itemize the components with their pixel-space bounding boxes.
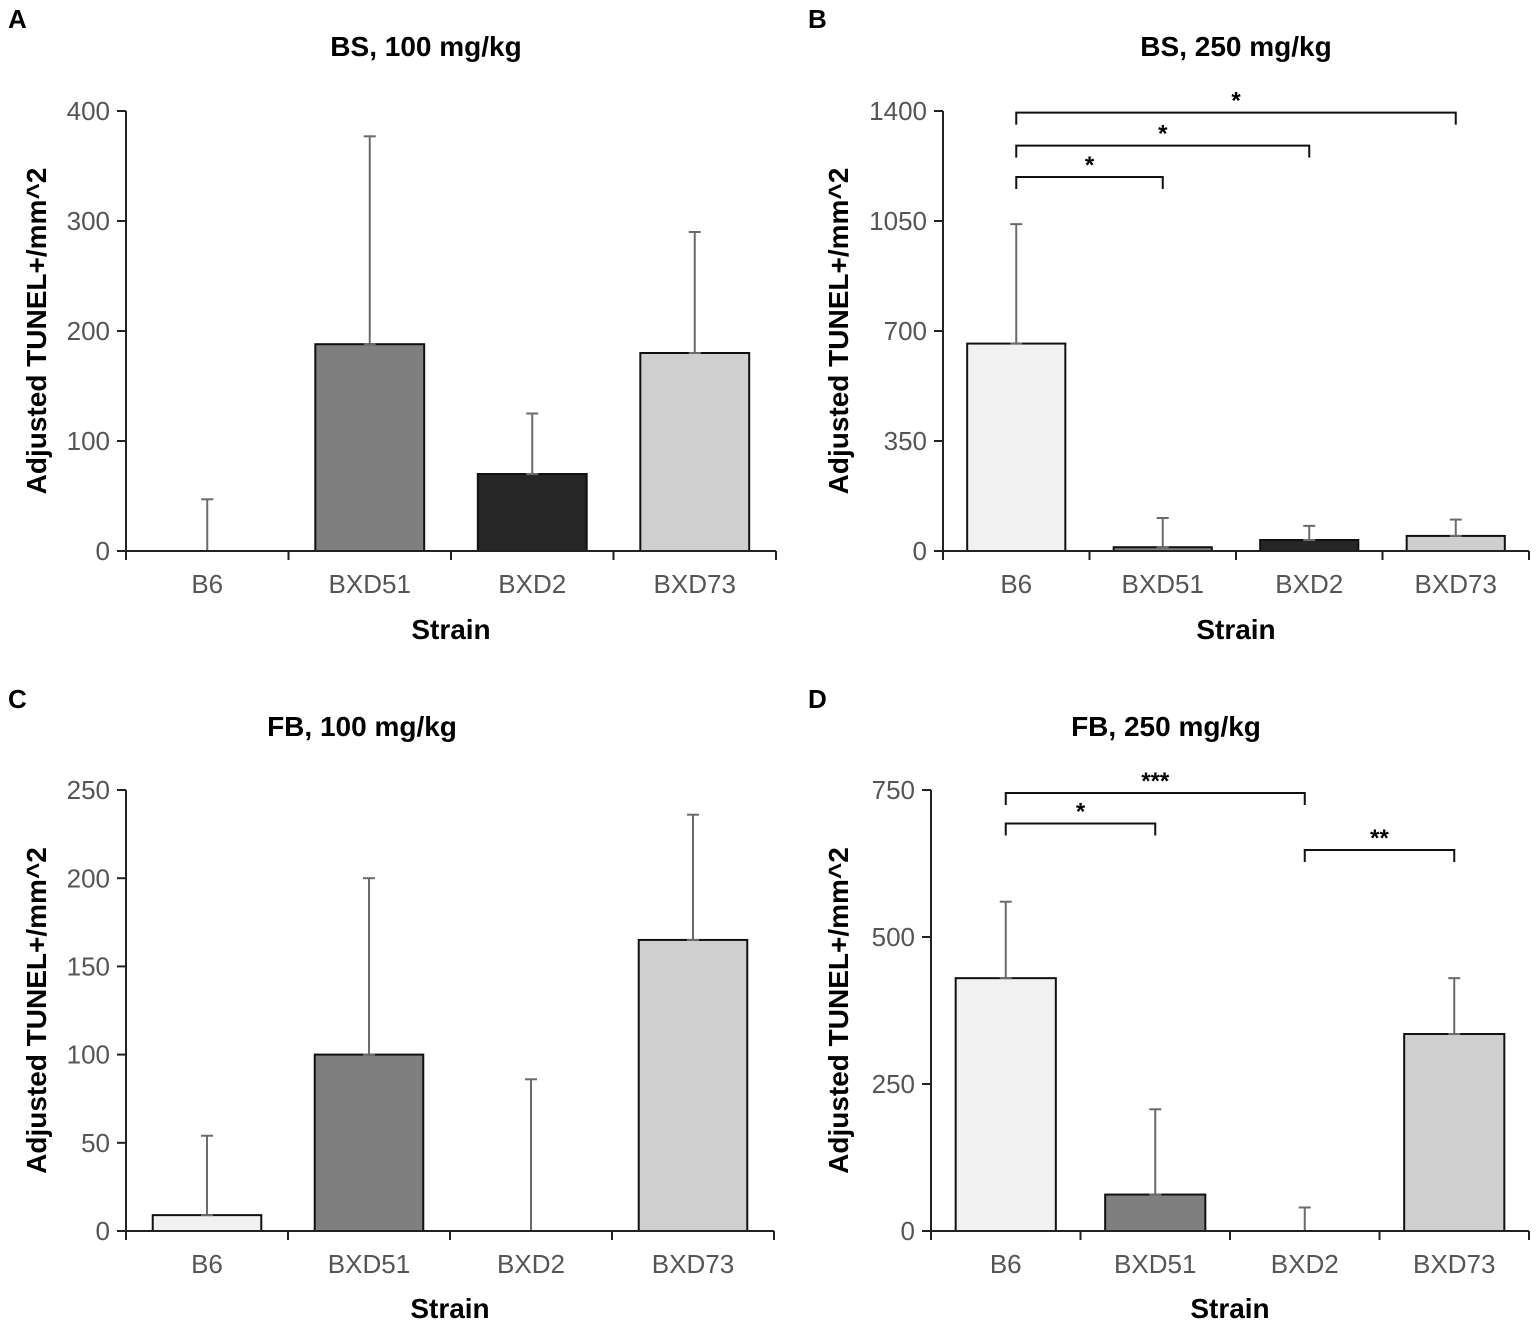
significance-label: * bbox=[1076, 799, 1086, 826]
significance-label: * bbox=[1085, 152, 1095, 179]
bar-bxd73 bbox=[1403, 1033, 1506, 1233]
x-tick-label: BXD51 bbox=[328, 1249, 410, 1279]
x-axis-label: Strain bbox=[1190, 1293, 1269, 1324]
y-tick-label: 250 bbox=[67, 775, 110, 805]
y-tick-label: 1050 bbox=[869, 206, 927, 236]
bar-b6 bbox=[151, 1214, 263, 1233]
x-axis-label: Strain bbox=[411, 614, 490, 645]
significance-bracket bbox=[1303, 848, 1456, 862]
panel-d: D FB, 250 mg/kg Adjusted TUNEL+/mm^2 Strain… bbox=[808, 684, 1530, 1324]
x-tick-label: BXD2 bbox=[1275, 569, 1343, 599]
significance-label: * bbox=[1231, 88, 1241, 115]
x-tick-label: BXD73 bbox=[652, 1249, 734, 1279]
x-tick-label: BXD51 bbox=[1122, 569, 1204, 599]
significance-bracket bbox=[1004, 822, 1157, 836]
y-tick-label: 1400 bbox=[869, 96, 927, 126]
x-tick-label: BXD51 bbox=[329, 569, 411, 599]
panel-letter: B bbox=[808, 4, 827, 34]
bar-bxd51 bbox=[314, 343, 426, 553]
chart-title: FB, 250 mg/kg bbox=[1071, 711, 1261, 742]
y-axis-label: Adjusted TUNEL+/mm^2 bbox=[21, 168, 52, 495]
panel-letter: C bbox=[8, 684, 27, 714]
x-tick-label: BXD73 bbox=[1415, 569, 1497, 599]
x-tick-label: BXD73 bbox=[654, 569, 736, 599]
y-tick-label: 150 bbox=[67, 952, 110, 982]
panel-letter: A bbox=[8, 4, 27, 34]
panel-a: A BS, 100 mg/kg Adjusted TUNEL+/mm^2 Strain… bbox=[8, 4, 777, 645]
y-tick-label: 400 bbox=[67, 96, 110, 126]
y-tick-label: 0 bbox=[96, 1216, 110, 1246]
significance-bracket bbox=[1015, 144, 1311, 158]
y-axis-label: Adjusted TUNEL+/mm^2 bbox=[823, 847, 854, 1174]
y-tick-label: 750 bbox=[872, 775, 915, 805]
panel-b: B BS, 250 mg/kg Adjusted TUNEL+/mm^2 Strain… bbox=[808, 4, 1530, 645]
y-tick-label: 0 bbox=[913, 536, 927, 566]
chart-title: BS, 100 mg/kg bbox=[330, 31, 521, 62]
bar-bxd73 bbox=[1405, 534, 1506, 553]
y-tick-label: 100 bbox=[67, 1040, 110, 1070]
significance-bracket bbox=[1015, 176, 1164, 189]
bar-bxd51 bbox=[313, 1053, 425, 1232]
bar-b6 bbox=[954, 977, 1057, 1232]
y-tick-label: 350 bbox=[884, 426, 927, 456]
significance-bracket bbox=[1015, 111, 1457, 125]
y-tick-label: 200 bbox=[67, 316, 110, 346]
y-axis-label: Adjusted TUNEL+/mm^2 bbox=[823, 168, 854, 495]
significance-label: *** bbox=[1141, 768, 1170, 795]
x-tick-label: BXD2 bbox=[497, 1249, 565, 1279]
x-tick-label: BXD73 bbox=[1413, 1249, 1495, 1279]
significance-label: ** bbox=[1370, 825, 1389, 852]
x-axis-label: Strain bbox=[1196, 614, 1275, 645]
x-tick-label: BXD51 bbox=[1114, 1249, 1196, 1279]
x-tick-label: BXD2 bbox=[498, 569, 566, 599]
x-tick-label: B6 bbox=[191, 1249, 223, 1279]
significance-bracket bbox=[1004, 791, 1306, 805]
y-tick-label: 250 bbox=[872, 1069, 915, 1099]
y-axis-label: Adjusted TUNEL+/mm^2 bbox=[21, 847, 52, 1174]
x-tick-label: B6 bbox=[191, 569, 223, 599]
panel-c: C FB, 100 mg/kg Adjusted TUNEL+/mm^2 Strain… bbox=[8, 684, 775, 1324]
x-tick-label: B6 bbox=[1000, 569, 1032, 599]
bar-bxd73 bbox=[639, 352, 751, 552]
bar-b6 bbox=[966, 342, 1067, 553]
y-tick-label: 100 bbox=[67, 426, 110, 456]
x-tick-label: B6 bbox=[990, 1249, 1022, 1279]
y-tick-label: 500 bbox=[872, 922, 915, 952]
chart-title: FB, 100 mg/kg bbox=[267, 711, 457, 742]
y-tick-label: 300 bbox=[67, 206, 110, 236]
bar-bxd51 bbox=[1104, 1193, 1207, 1232]
y-tick-label: 700 bbox=[884, 316, 927, 346]
x-tick-label: BXD2 bbox=[1271, 1249, 1339, 1279]
chart-title: BS, 250 mg/kg bbox=[1140, 31, 1331, 62]
bar-bxd2 bbox=[476, 473, 588, 552]
bar-bxd73 bbox=[637, 938, 749, 1232]
panel-letter: D bbox=[808, 684, 827, 714]
y-tick-label: 200 bbox=[67, 863, 110, 893]
significance-label: * bbox=[1158, 121, 1168, 148]
x-axis-label: Strain bbox=[410, 1293, 489, 1324]
y-tick-label: 0 bbox=[96, 536, 110, 566]
y-tick-label: 50 bbox=[81, 1128, 110, 1158]
bar-bxd2 bbox=[1259, 539, 1360, 552]
y-tick-label: 0 bbox=[901, 1216, 915, 1246]
